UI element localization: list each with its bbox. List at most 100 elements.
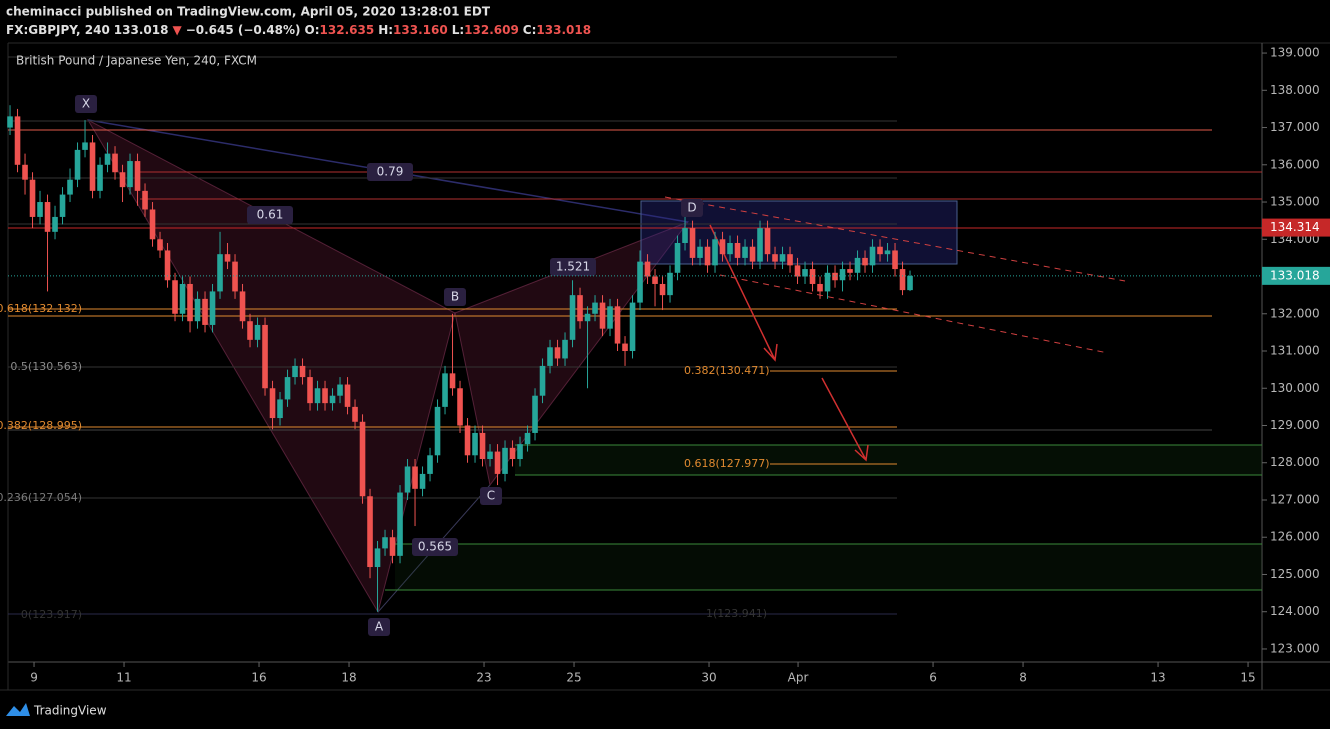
price-tag: [1262, 266, 1330, 285]
price-tag: [1262, 218, 1330, 237]
fib-label: 0.382(130.471): [684, 364, 770, 377]
candle-body: [629, 302, 636, 352]
labels: X A B C D 0.79 0.61 1.521 0.565 0.618(132.132) 0.5…: [0, 95, 770, 636]
y-tick-label: 135.000: [1270, 195, 1320, 209]
header-field: H:: [378, 23, 393, 37]
candle-body: [22, 164, 28, 180]
candle-body: [494, 451, 501, 474]
arrow: [821, 377, 869, 462]
y-tick-label: 137.000: [1270, 120, 1320, 134]
publisher: cheminacci published on TradingView.com,…: [6, 5, 491, 19]
x-tick-label: 9: [30, 671, 38, 685]
pattern-label-box: [75, 95, 97, 113]
candle-body: [674, 243, 681, 273]
candle-body: [194, 298, 201, 322]
candle-body: [689, 228, 696, 258]
candle-body: [652, 276, 658, 284]
candle-body: [82, 142, 88, 150]
pattern-label: C: [487, 489, 495, 503]
candle-body: [367, 496, 373, 568]
candle-body: [314, 388, 321, 404]
candle-body: [802, 269, 808, 277]
y-tick-label: 131.000: [1270, 344, 1320, 358]
pattern-label: A: [375, 620, 384, 634]
x-tick-label: 30: [701, 671, 716, 685]
candle-body: [832, 272, 838, 281]
candle-body: [779, 254, 786, 262]
candle-body: [134, 161, 141, 191]
y-tick-label: 129.000: [1270, 418, 1320, 432]
candle-body: [307, 377, 313, 404]
candle-body: [592, 302, 598, 314]
candle-body: [172, 280, 178, 314]
zone: [515, 445, 1262, 475]
candle-body: [464, 425, 471, 456]
x-tick-label: 16: [251, 671, 266, 685]
pattern-label: 0.79: [377, 165, 404, 179]
candle-body: [209, 291, 216, 325]
candle-body: [269, 388, 276, 419]
x-tick-label: Apr: [788, 671, 809, 685]
header-field: L:: [452, 23, 464, 37]
brand-logo: [6, 703, 30, 716]
candle-body: [907, 275, 913, 291]
pattern-label: B: [451, 290, 459, 304]
candle-body: [869, 246, 876, 266]
candle-body: [772, 254, 778, 262]
candle-body: [659, 283, 666, 296]
candle-body: [487, 451, 493, 460]
candle-body: [479, 432, 486, 460]
x-tick-label: 15: [1240, 671, 1255, 685]
y-tick-label: 136.000: [1270, 157, 1320, 171]
candle-body: [637, 261, 643, 303]
x-tick-label: 11: [116, 671, 131, 685]
pattern-label-box: [247, 206, 293, 224]
candle-body: [359, 421, 366, 497]
candle-body: [697, 246, 703, 258]
x-tick-label: 8: [1019, 671, 1027, 685]
candle-body: [52, 216, 58, 232]
fib-label: 0.5(130.563): [10, 360, 82, 373]
candle-body: [412, 466, 418, 489]
candle-body: [14, 116, 21, 165]
pattern-label: 0.565: [418, 540, 452, 554]
x-tick-label: 6: [929, 671, 937, 685]
candle-body: [179, 283, 186, 314]
pattern-label: 1.521: [556, 260, 590, 274]
candle-body: [284, 377, 291, 400]
fib-label: 0(123.917): [21, 608, 82, 621]
candle-body: [757, 228, 763, 262]
candle-body: [719, 239, 726, 255]
candle-body: [142, 190, 148, 210]
candle-body: [622, 343, 628, 352]
candle-body: [112, 153, 118, 173]
candle-body: [374, 548, 381, 568]
y-tick-label: 124.000: [1270, 604, 1320, 618]
pattern-label: X: [82, 97, 90, 111]
candle-body: [704, 246, 711, 266]
y-tick-label: 128.000: [1270, 455, 1320, 469]
candle-body: [44, 202, 51, 232]
candle-body: [202, 298, 208, 325]
fib-label: 1(123.941): [706, 607, 767, 620]
candle-body: [509, 447, 516, 460]
candle-body: [809, 269, 816, 284]
candle-body: [577, 295, 583, 322]
header-field: ▼: [172, 23, 182, 37]
candle-body: [149, 209, 156, 240]
candle-body: [854, 257, 861, 273]
candle-body: [104, 153, 111, 165]
zone: [395, 544, 1262, 590]
candle-body: [262, 324, 268, 389]
y-tick-label: 130.000: [1270, 381, 1320, 395]
candle-body: [839, 269, 846, 281]
candle-body: [239, 291, 246, 322]
candle-body: [299, 365, 306, 378]
candle-body: [337, 384, 343, 396]
brand: TradingView: [6, 703, 107, 718]
fib-label: 0.618(127.977): [684, 457, 770, 470]
candle-body: [847, 269, 853, 273]
candles: [7, 105, 913, 612]
candle-body: [472, 432, 478, 456]
